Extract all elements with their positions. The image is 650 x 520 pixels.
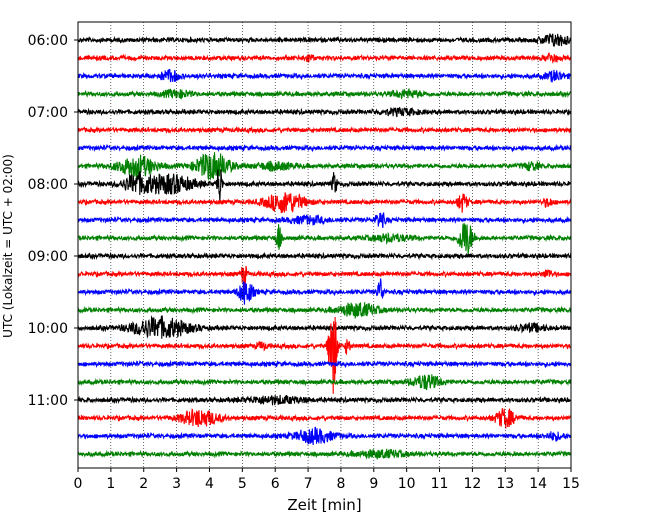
y-axis-label: UTC (Lokalzeit = UTC + 02:00) xyxy=(1,154,15,338)
trace-0930 xyxy=(77,278,572,305)
trace-1000 xyxy=(77,315,572,339)
trace-0615 xyxy=(77,52,572,64)
trace-1015 xyxy=(77,316,572,394)
trace-0900 xyxy=(77,251,572,261)
y-tick-label: 09:00 xyxy=(28,249,68,265)
y-tick-label: 08:00 xyxy=(28,177,68,193)
trace-0945 xyxy=(77,302,572,319)
y-tick-label: 11:00 xyxy=(28,393,68,409)
x-tick-label: 1 xyxy=(106,476,115,492)
trace-0600 xyxy=(77,33,572,47)
trace-0645 xyxy=(77,88,572,100)
trace-0915 xyxy=(77,265,572,290)
x-axis: 0 1 2 3 4 5 6 7 8 9 10 11 12 13 14 15 xyxy=(74,468,580,492)
x-tick-label: 3 xyxy=(172,476,181,492)
x-tick-label: 10 xyxy=(398,476,416,492)
grid-layer xyxy=(110,22,539,468)
trace-0630 xyxy=(77,68,572,83)
trace-0715 xyxy=(77,125,572,135)
y-tick-label: 10:00 xyxy=(28,321,68,337)
x-tick-label: 8 xyxy=(336,476,345,492)
x-tick-label: 14 xyxy=(529,476,547,492)
trace-0730 xyxy=(77,143,572,153)
trace-1100 xyxy=(77,394,572,406)
trace-0815 xyxy=(77,192,572,214)
trace-0845 xyxy=(77,223,572,256)
x-tick-label: 4 xyxy=(205,476,214,492)
trace-1130 xyxy=(77,426,572,446)
x-tick-label: 6 xyxy=(271,476,280,492)
x-tick-label: 5 xyxy=(238,476,247,492)
trace-1030 xyxy=(77,359,572,369)
y-tick-label: 06:00 xyxy=(28,33,68,49)
trace-0745 xyxy=(77,152,572,181)
x-tick-label: 12 xyxy=(463,476,481,492)
trace-1045 xyxy=(77,374,572,391)
trace-1115 xyxy=(77,408,572,429)
trace-0800 xyxy=(77,169,572,203)
trace-layer xyxy=(77,33,572,460)
trace-1145 xyxy=(77,448,572,460)
x-tick-label: 15 xyxy=(562,476,580,492)
x-axis-label: Zeit [min] xyxy=(287,496,361,514)
plot-frame xyxy=(77,21,572,469)
y-tick-label: 07:00 xyxy=(28,105,68,121)
trace-0830 xyxy=(77,211,572,228)
x-tick-label: 2 xyxy=(139,476,148,492)
x-tick-label: 11 xyxy=(431,476,449,492)
y-axis: 06:00 07:00 08:00 09:00 10:00 11:00 xyxy=(28,33,78,409)
x-tick-label: 0 xyxy=(74,476,83,492)
x-tick-label: 9 xyxy=(369,476,378,492)
x-tick-label: 7 xyxy=(304,476,313,492)
x-tick-label: 13 xyxy=(496,476,514,492)
trace-0700 xyxy=(77,106,572,118)
